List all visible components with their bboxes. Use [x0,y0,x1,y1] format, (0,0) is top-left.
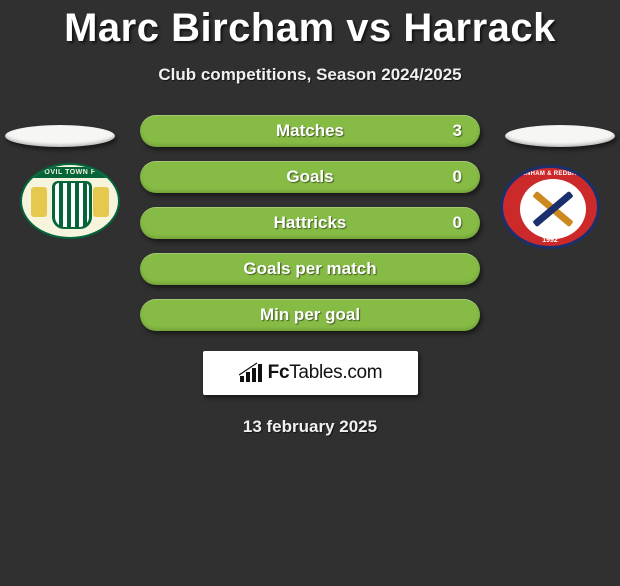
stat-label: Hattricks [274,213,347,233]
stat-row-hattricks: Hattricks 0 [140,207,480,239]
lion-icon [93,187,109,217]
stat-label: Goals per match [243,259,376,279]
badge-inner-circle-icon [520,179,586,239]
stat-row-matches: Matches 3 [140,115,480,147]
lion-icon [31,187,47,217]
stat-value: 3 [453,121,462,141]
yeovil-shield-icon: OVIL TOWN F [20,163,120,239]
shield-stripes-icon [55,183,89,227]
page-title: Marc Bircham vs Harrack [0,6,620,51]
right-club-badge: DAGENHAM & REDBRIDGE FC 1992 [500,165,600,265]
comparison-date: 13 february 2025 [0,417,620,437]
bar-chart-icon [238,362,264,384]
dagenham-shield-icon: DAGENHAM & REDBRIDGE FC 1992 [500,165,600,249]
stat-label: Min per goal [260,305,360,325]
stat-value: 0 [453,213,462,233]
stat-row-min-per-goal: Min per goal [140,299,480,331]
brand-box[interactable]: FcTables.com [203,351,418,395]
stat-row-goals-per-match: Goals per match [140,253,480,285]
stat-rows: Matches 3 Goals 0 Hattricks 0 Goals per … [140,115,480,331]
badge-year: 1992 [503,237,597,244]
stat-label: Matches [276,121,344,141]
comparison-panel: Matches 3 Goals 0 Hattricks 0 Goals per … [0,115,620,437]
stat-row-goals: Goals 0 [140,161,480,193]
brand-text: FcTables.com [268,362,383,384]
brand-text-rest: Tables.com [289,362,382,383]
stat-label: Goals [286,167,333,187]
right-player-oval [505,125,615,147]
stat-value: 0 [453,167,462,187]
page-subtitle: Club competitions, Season 2024/2025 [0,65,620,85]
brand-text-bold: Fc [268,362,290,383]
badge-top-text: OVIL TOWN F [22,167,118,178]
left-club-badge: OVIL TOWN F [20,163,120,263]
left-player-oval [5,125,115,147]
